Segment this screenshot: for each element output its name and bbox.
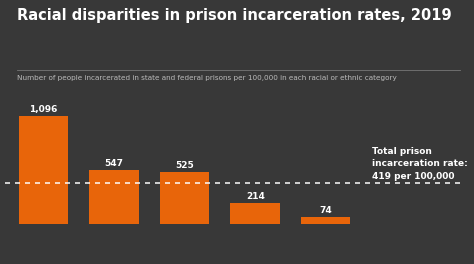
Text: 74: 74 (319, 206, 332, 215)
Text: 525: 525 (175, 161, 194, 170)
Text: Racial disparities in prison incarceration rates, 2019: Racial disparities in prison incarcerati… (17, 8, 451, 23)
Text: Number of people incarcerated in state and federal prisons per 100,000 in each r: Number of people incarcerated in state a… (17, 75, 396, 81)
Bar (230, 203, 280, 224)
Bar (160, 172, 210, 224)
Text: 547: 547 (105, 159, 124, 168)
Bar (19, 116, 68, 224)
Text: 214: 214 (246, 192, 264, 201)
Bar (301, 217, 350, 224)
Text: Total prison
incarceration rate:
419 per 100,000: Total prison incarceration rate: 419 per… (372, 147, 467, 181)
Text: 1,096: 1,096 (29, 105, 58, 114)
Bar (90, 170, 139, 224)
